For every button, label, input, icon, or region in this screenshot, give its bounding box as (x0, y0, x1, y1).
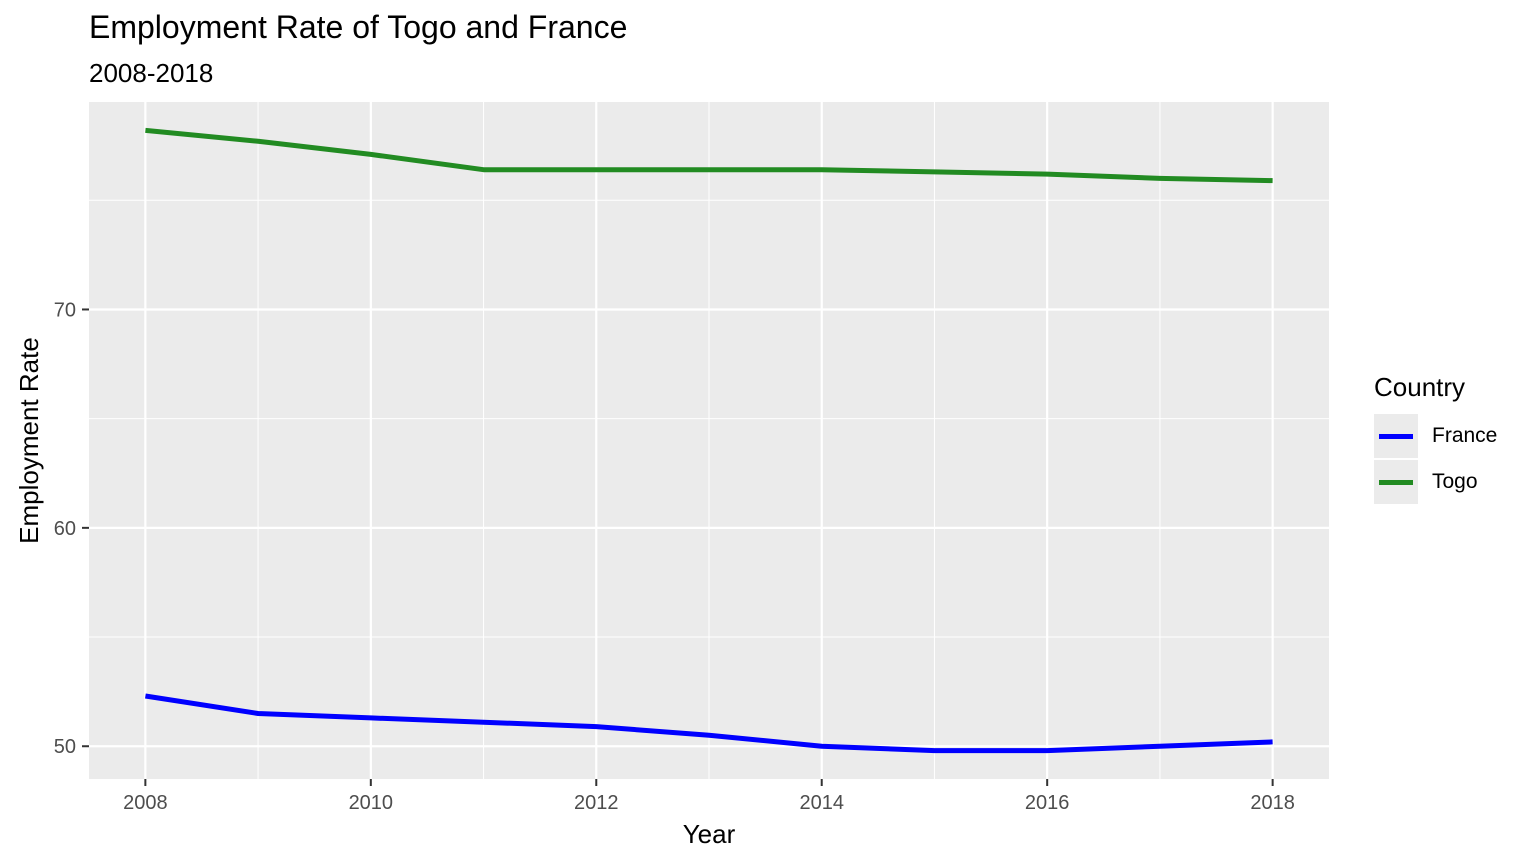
x-tick-label: 2010 (349, 792, 394, 814)
legend-title: Country (1374, 372, 1466, 402)
x-tick-label: 2018 (1250, 792, 1295, 814)
x-tick-label: 2016 (1025, 792, 1070, 814)
y-tick-label: 70 (54, 299, 76, 321)
y-tick-label: 60 (54, 518, 76, 540)
legend-item-togo: Togo (1374, 459, 1497, 505)
series-line-france (145, 693, 1273, 754)
x-axis-title: Year (683, 819, 736, 849)
legend-item-france: France (1374, 413, 1497, 459)
legend: Country France Togo (1374, 372, 1497, 505)
x-tick-label: 2008 (123, 792, 168, 814)
legend-label-france: France (1432, 424, 1498, 447)
legend-label-togo: Togo (1432, 470, 1478, 493)
y-axis-title: Employment Rate (14, 337, 44, 544)
chart-subtitle: 2008-2018 (89, 58, 214, 88)
chart-title: Employment Rate of Togo and France (89, 9, 628, 45)
legend-key-togo (1374, 460, 1418, 504)
x-tick-label: 2012 (574, 792, 619, 814)
series-line-togo (145, 127, 1273, 184)
x-tick-label: 2014 (799, 792, 844, 814)
legend-key-france (1374, 414, 1418, 458)
y-tick-label: 50 (54, 736, 76, 758)
